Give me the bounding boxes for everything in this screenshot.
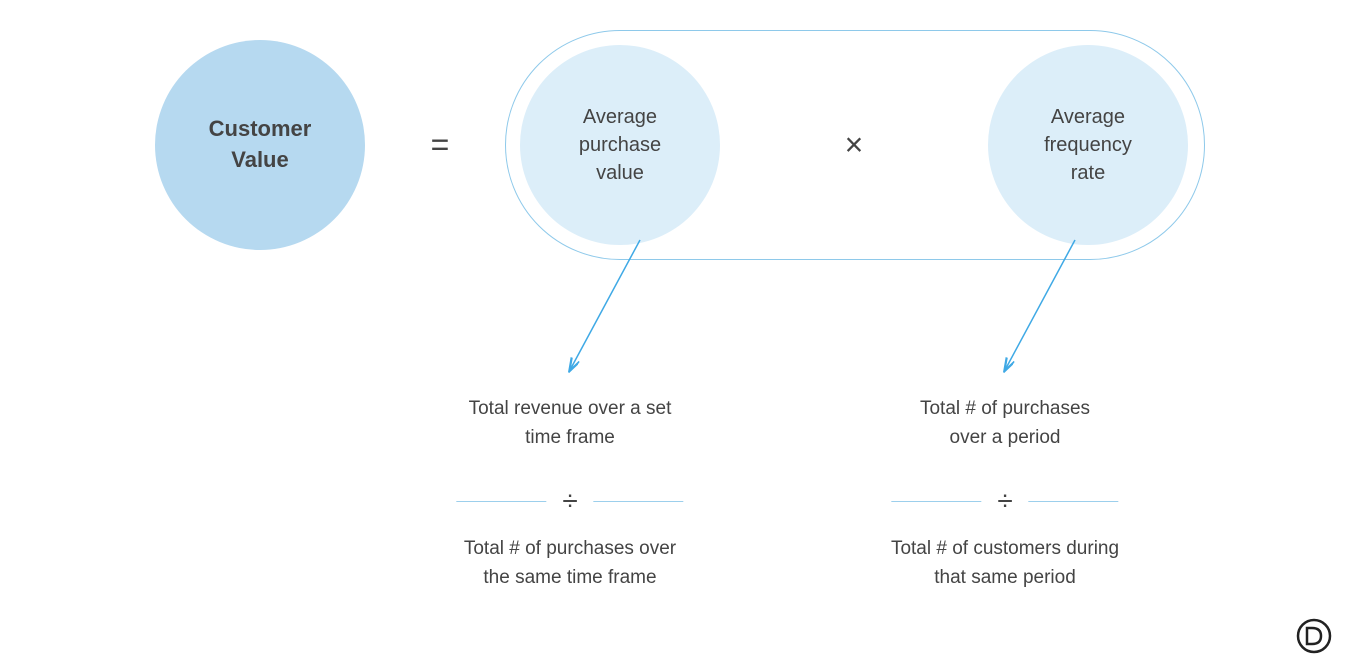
divider-line-right xyxy=(1029,501,1119,502)
apv-numerator-text: Total revenue over a settime frame xyxy=(410,395,730,452)
apv-denominator-text: Total # of purchases overthe same time f… xyxy=(410,535,730,592)
customer-value-label: CustomerValue xyxy=(209,114,312,176)
equals-operator: = xyxy=(431,127,450,164)
divider-line-left xyxy=(456,501,546,502)
divider-line-right xyxy=(594,501,684,502)
afr-divide-operator: ÷ xyxy=(891,485,1118,517)
brand-logo-icon xyxy=(1296,618,1332,654)
divide-symbol: ÷ xyxy=(997,485,1012,517)
customer-value-formula-diagram: CustomerValue = Averagepurchasevalue × A… xyxy=(0,0,1352,670)
divider-line-left xyxy=(891,501,981,502)
avg-purchase-value-circle: Averagepurchasevalue xyxy=(520,45,720,245)
apv-divide-operator: ÷ xyxy=(456,485,683,517)
afr-numerator-text: Total # of purchasesover a period xyxy=(845,395,1165,452)
multiply-operator: × xyxy=(845,127,864,164)
avg-purchase-value-label: Averagepurchasevalue xyxy=(579,103,661,187)
divide-symbol: ÷ xyxy=(562,485,577,517)
avg-frequency-rate-circle: Averagefrequencyrate xyxy=(988,45,1188,245)
afr-denominator-text: Total # of customers duringthat same per… xyxy=(845,535,1165,592)
avg-frequency-rate-label: Averagefrequencyrate xyxy=(1044,103,1132,187)
customer-value-circle: CustomerValue xyxy=(155,40,365,250)
